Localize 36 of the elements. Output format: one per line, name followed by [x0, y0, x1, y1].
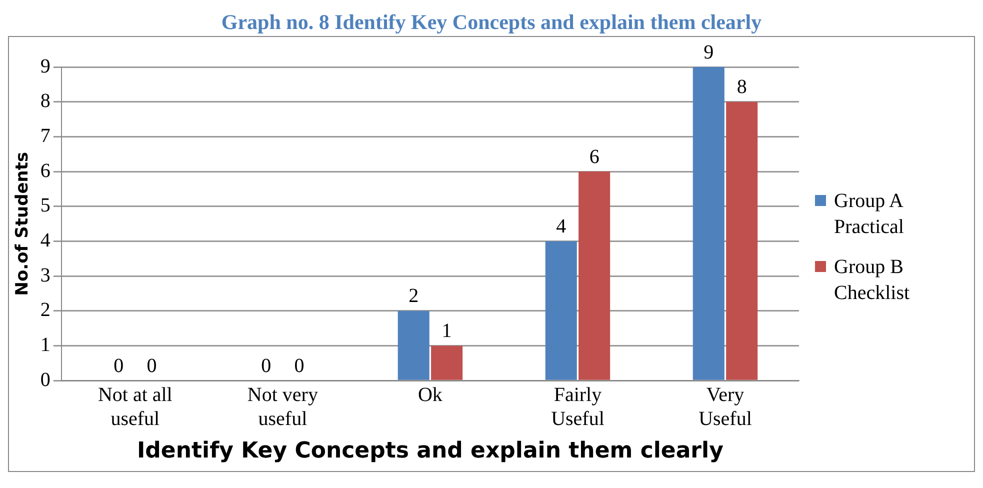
y-tick-label: 7 [40, 124, 50, 147]
data-label: 8 [736, 76, 747, 98]
legend-label: Group B Checklist [834, 255, 911, 306]
bar [545, 241, 577, 380]
data-label: 0 [294, 354, 304, 377]
y-tick-label: 5 [40, 194, 50, 217]
y-tick-label: 3 [40, 264, 50, 286]
data-label: 9 [704, 41, 714, 64]
data-label: 0 [146, 354, 157, 377]
x-tick-label: Ok [418, 384, 442, 406]
y-axis-title: No.of Students [12, 152, 33, 296]
bar [578, 172, 610, 380]
data-label: 4 [556, 215, 566, 238]
y-tick-label: 2 [40, 299, 50, 322]
data-label: 2 [408, 285, 419, 308]
bar [398, 310, 430, 380]
x-tick-label: Not very useful [247, 384, 318, 430]
x-tick-label: Very Useful [698, 384, 752, 430]
data-label: 6 [589, 146, 600, 168]
bar [692, 67, 724, 380]
data-label: 0 [261, 354, 272, 377]
data-label: 0 [114, 354, 124, 377]
chart-title: Graph no. 8 Identify Key Concepts and explain them clearly [220, 9, 763, 36]
y-tick-label: 9 [40, 55, 50, 78]
data-label: 1 [442, 320, 452, 342]
x-axis-title: Identify Key Concepts and explain them clearly [136, 438, 724, 464]
bar [431, 346, 463, 380]
x-tick-label: Not at all useful [98, 384, 173, 430]
y-tick-label: 0 [40, 368, 50, 391]
bar [726, 102, 758, 380]
y-tick-label: 4 [40, 229, 50, 252]
x-tick-label: Fairly Useful [551, 384, 605, 430]
y-tick-label: 8 [40, 90, 50, 112]
y-tick-label: 6 [40, 160, 50, 182]
y-tick-label: 1 [40, 334, 50, 356]
legend-label: Group A Practical [834, 189, 905, 240]
